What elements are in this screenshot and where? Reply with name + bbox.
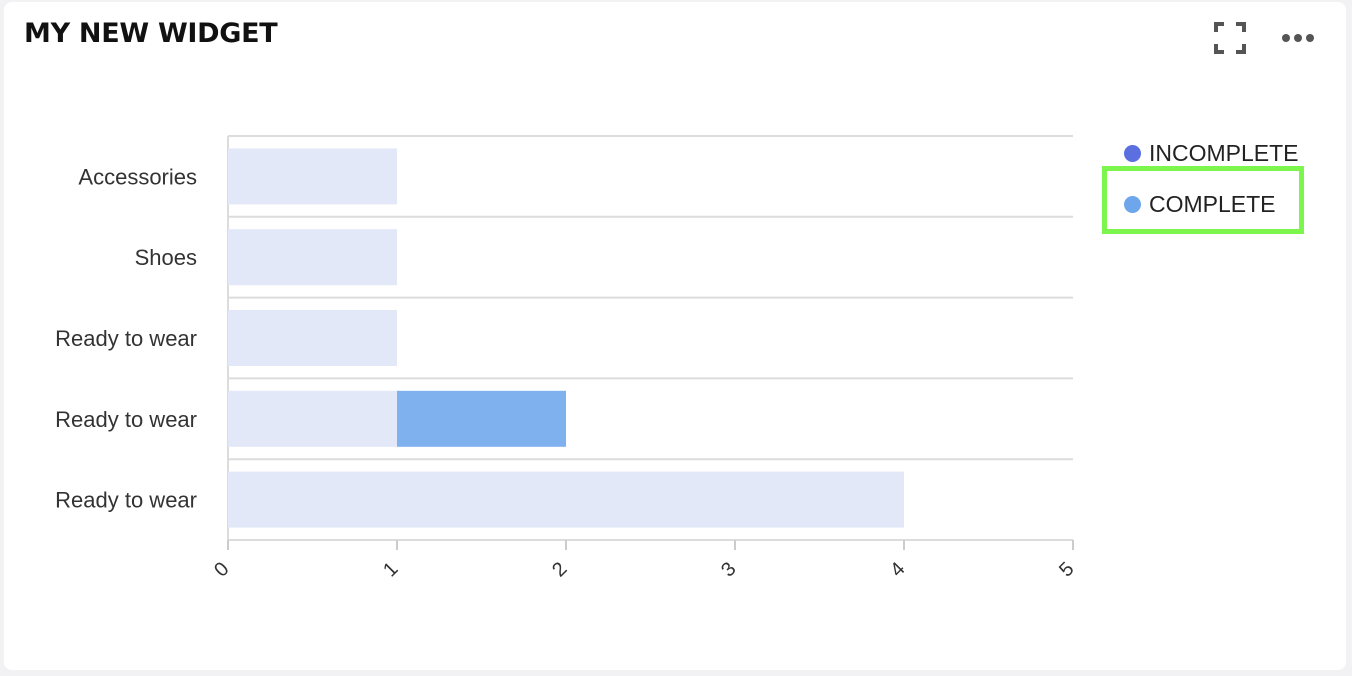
legend-item-complete[interactable]: COMPLETE xyxy=(1124,187,1299,221)
x-tick-label: 5 xyxy=(1055,558,1078,581)
widget-title: MY NEW WIDGET xyxy=(24,18,278,49)
bar-series1 xyxy=(228,471,904,528)
bar-complete xyxy=(397,390,566,447)
legend-label-incomplete: INCOMPLETE xyxy=(1149,139,1299,166)
category-label: Ready to wear xyxy=(55,407,197,432)
legend-label-complete: COMPLETE xyxy=(1149,190,1276,217)
chart-legend: INCOMPLETE COMPLETE xyxy=(1124,136,1299,238)
legend-dot-complete xyxy=(1124,195,1141,213)
category-label: Ready to wear xyxy=(55,488,197,513)
x-tick-label: 2 xyxy=(548,558,571,581)
bar-series1 xyxy=(228,310,397,366)
x-tick-label: 1 xyxy=(379,558,402,581)
category-label: Ready to wear xyxy=(55,326,197,351)
expand-button[interactable] xyxy=(1212,20,1248,56)
bar-series1 xyxy=(228,390,397,447)
legend-dot-incomplete xyxy=(1124,144,1141,162)
more-horizontal-icon xyxy=(1282,34,1314,42)
x-tick-label: 4 xyxy=(886,558,909,581)
legend-item-incomplete[interactable]: INCOMPLETE xyxy=(1124,136,1299,170)
category-label: Accessories xyxy=(78,164,197,189)
category-label: Shoes xyxy=(135,245,197,270)
legend-highlight-box xyxy=(1102,166,1304,234)
bar-series1 xyxy=(228,229,397,286)
more-options-button[interactable] xyxy=(1276,20,1322,56)
x-tick-label: 0 xyxy=(210,558,233,581)
x-tick-label: 3 xyxy=(717,558,740,581)
bar-series1 xyxy=(228,148,397,205)
expand-icon xyxy=(1214,22,1246,54)
